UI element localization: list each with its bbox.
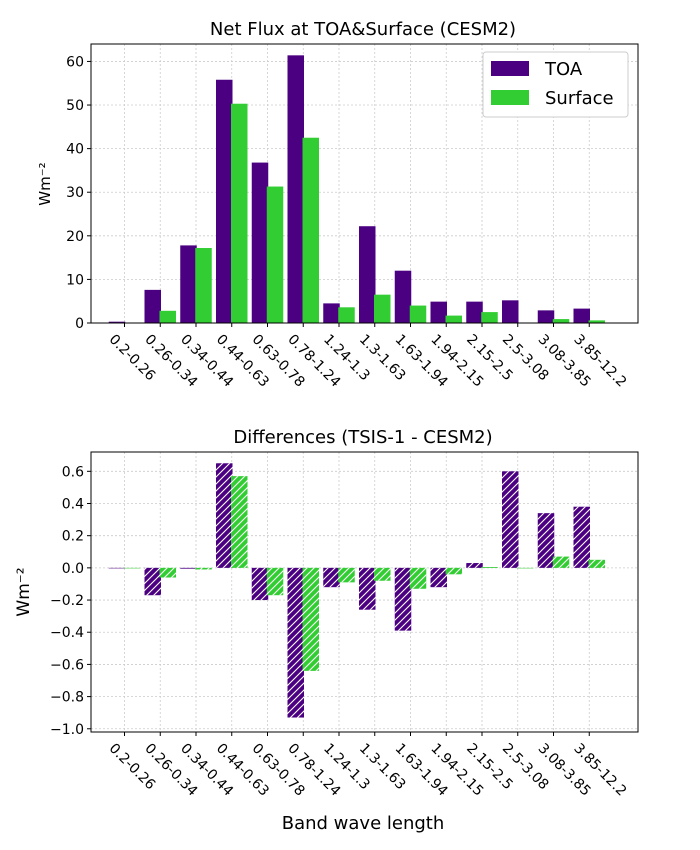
- y-tick-label: 10: [66, 272, 84, 288]
- bar-toa: [251, 162, 269, 323]
- y-tick-label: 0: [75, 316, 84, 332]
- bar-surface: [159, 310, 176, 323]
- y-tick-label: −1.0: [50, 722, 84, 738]
- bar-toa-hatch: [466, 563, 483, 568]
- bar-surface: [338, 307, 355, 323]
- legend-swatch-toa: [491, 61, 529, 76]
- y-axis: 0 10 20 30 40 50 60: [66, 54, 91, 332]
- bar-toa: [394, 270, 412, 323]
- bar-surface: [409, 305, 427, 323]
- bar-toa: [180, 245, 197, 323]
- legend: TOA Surface: [482, 51, 629, 118]
- bar-surface: [231, 103, 248, 323]
- bar-toa-hatch: [287, 567, 304, 718]
- y-tick-label: 0.0: [62, 561, 84, 577]
- bar-surface: [266, 186, 284, 323]
- bar-toa: [323, 303, 340, 323]
- bar-surface: [481, 567, 498, 568]
- bar-surface-hatch: [266, 567, 284, 596]
- y-tick-label: 0.2: [62, 529, 84, 545]
- bar-toa: [359, 226, 376, 323]
- bar-toa-hatch: [359, 567, 376, 610]
- bar-toa: [287, 55, 304, 323]
- x-axis-label: Band wave length: [282, 813, 445, 834]
- y-tick-label: 50: [66, 98, 84, 114]
- bar-toa-hatch: [394, 567, 412, 631]
- y-axis: −1.0 −0.8 −0.6 −0.4 −0.2 0.0 0.2 0.4 0.6: [50, 464, 91, 738]
- bar-toa-hatch: [430, 567, 447, 588]
- bar-surface: [517, 567, 534, 569]
- y-axis-label: Wm⁻²: [36, 162, 54, 205]
- bar-surface-hatch: [195, 567, 212, 570]
- bar-toa-hatch: [537, 513, 555, 568]
- bar-toa-hatch: [323, 567, 340, 588]
- y-tick-label: −0.4: [50, 625, 84, 641]
- plot-frame: [90, 43, 639, 324]
- bar-surface: [374, 294, 391, 323]
- bars: [108, 463, 605, 718]
- bar-surface-hatch: [409, 567, 427, 589]
- bar-toa: [216, 79, 233, 323]
- y-tick-label: 60: [66, 54, 84, 70]
- bar-surface-hatch: [302, 567, 319, 671]
- x-axis: 0.2-0.260.26-0.340.34-0.440.44-0.630.63-…: [106, 732, 629, 800]
- bar-surface-hatch: [588, 559, 605, 568]
- y-tick-label: 0.4: [62, 496, 84, 512]
- plot-frame: [90, 451, 639, 733]
- bar-toa: [108, 567, 126, 569]
- bar-toa: [502, 300, 519, 323]
- bar-surface: [123, 567, 141, 569]
- y-axis-label: Wm⁻²: [14, 567, 34, 616]
- difference-chart: Differences (TSIS-1 - CESM2) −1.0 −0.8 −0.…: [14, 427, 639, 834]
- bar-toa-hatch: [144, 567, 161, 596]
- bar-surface: [588, 320, 605, 323]
- y-tick-label: 0.6: [62, 464, 84, 480]
- y-tick-label: 20: [66, 229, 84, 245]
- bar-toa-hatch: [573, 506, 590, 568]
- bar-toa: [180, 567, 197, 569]
- y-tick-label: −0.6: [50, 657, 84, 673]
- bar-toa: [144, 289, 161, 323]
- bar-toa-hatch: [251, 567, 269, 601]
- flux-chart: Net Flux at TOA&Surface (CESM2) 0 10 20 30 4…: [36, 19, 639, 391]
- legend-swatch-surface: [491, 90, 529, 105]
- bar-surface: [481, 312, 498, 323]
- bar-surface: [195, 248, 212, 323]
- bar-surface-hatch: [159, 567, 176, 578]
- bar-surface-hatch: [374, 567, 391, 581]
- chart-title: Net Flux at TOA&Surface (CESM2): [210, 19, 516, 40]
- bar-surface: [552, 319, 570, 323]
- bar-toa: [537, 310, 555, 323]
- bar-surface: [445, 315, 462, 323]
- legend-label-toa: TOA: [544, 59, 583, 80]
- bar-surface-hatch: [445, 567, 462, 575]
- y-tick-label: 30: [66, 185, 84, 201]
- bar-surface-hatch: [231, 476, 248, 568]
- bar-toa-hatch: [216, 463, 233, 568]
- bar-surface-hatch: [338, 567, 355, 583]
- bar-toa: [466, 301, 483, 323]
- bars: [108, 55, 605, 324]
- y-tick-label: −0.8: [50, 690, 84, 706]
- bar-surface-hatch: [552, 556, 570, 568]
- y-tick-label: 40: [66, 142, 84, 158]
- bar-toa: [108, 321, 126, 323]
- x-axis: 0.2-0.260.26-0.340.34-0.440.44-0.630.63-…: [106, 323, 629, 391]
- bar-toa: [573, 308, 590, 323]
- y-tick-label: −0.2: [50, 593, 84, 609]
- legend-label-surface: Surface: [545, 88, 614, 109]
- bar-toa: [430, 301, 447, 323]
- chart-title: Differences (TSIS-1 - CESM2): [233, 427, 492, 448]
- bar-surface: [302, 137, 319, 323]
- bar-toa-hatch: [502, 471, 519, 568]
